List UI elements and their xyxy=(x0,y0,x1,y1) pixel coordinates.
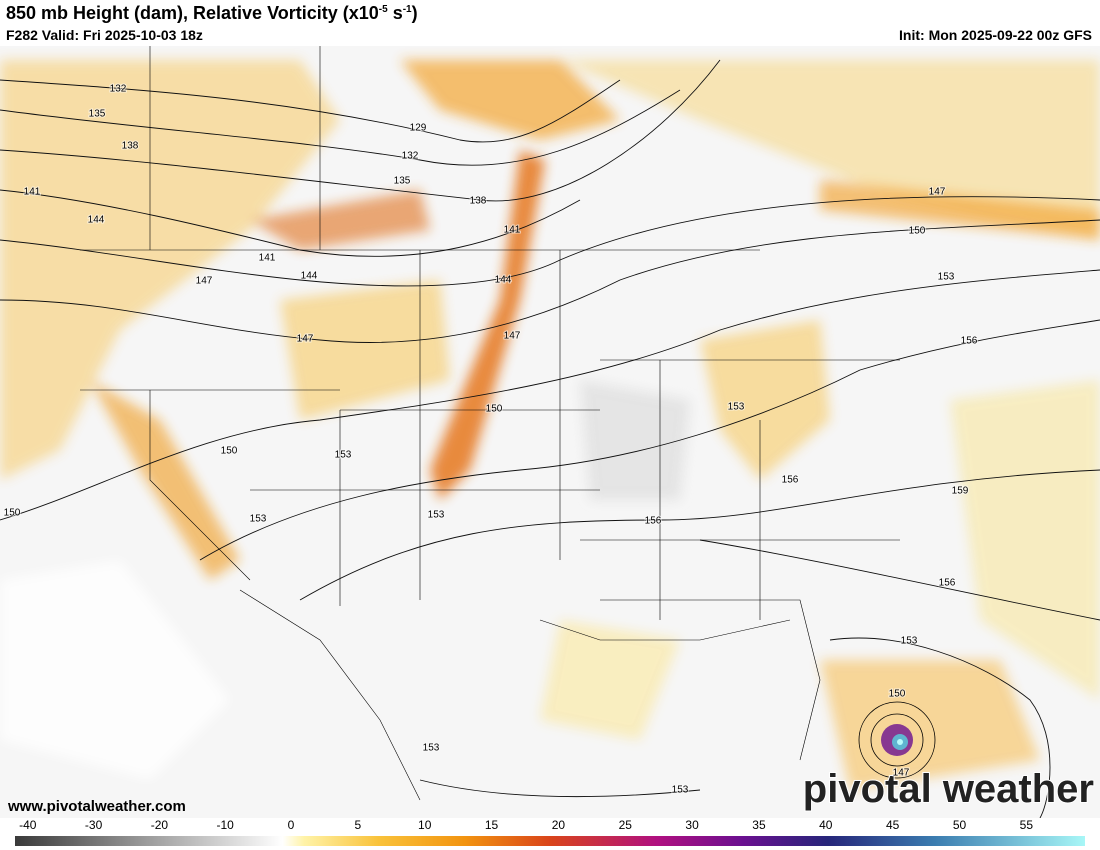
contour-label: 147 xyxy=(297,334,314,345)
contour-label: 150 xyxy=(909,226,926,237)
colorbar xyxy=(15,836,1085,846)
vorticity-field xyxy=(0,60,1100,790)
colorbar-label: 20 xyxy=(552,818,566,832)
contour-label: 150 xyxy=(889,689,906,700)
contour-label: 132 xyxy=(110,84,127,95)
contour-label: 153 xyxy=(335,450,352,461)
contour-label: 138 xyxy=(122,141,139,152)
contour-label: 153 xyxy=(428,510,445,521)
contour-label: 129 xyxy=(410,123,427,134)
colorbar-label: 30 xyxy=(685,818,699,832)
contour-label: 156 xyxy=(939,578,956,589)
colorbar-label: -30 xyxy=(85,818,103,832)
init-time: Init: Mon 2025-09-22 00z GFS xyxy=(899,27,1092,43)
colorbar-label: -10 xyxy=(217,818,235,832)
title-sup: -1 xyxy=(402,4,412,15)
contour-label: 159 xyxy=(952,486,969,497)
contour-label: 144 xyxy=(301,271,318,282)
contour-label: 156 xyxy=(782,475,799,486)
colorbar-label: 10 xyxy=(418,818,432,832)
contour-label: 153 xyxy=(250,514,267,525)
contour-label: 153 xyxy=(901,636,918,647)
colorbar-label: -20 xyxy=(151,818,169,832)
title-text: s xyxy=(387,3,403,23)
contour-label: 135 xyxy=(394,176,411,187)
contour-label: 144 xyxy=(495,275,512,286)
contour-label: 147 xyxy=(504,331,521,342)
colorbar-label: 50 xyxy=(953,818,967,832)
contour-label: 144 xyxy=(88,215,105,226)
contour-label: 156 xyxy=(961,336,978,347)
colorbar-label: 5 xyxy=(355,818,362,832)
contour-label: 153 xyxy=(938,272,955,283)
contour-label: 147 xyxy=(929,187,946,198)
colorbar-label: 55 xyxy=(1020,818,1034,832)
contour-label: 147 xyxy=(196,276,213,287)
contour-label: 138 xyxy=(470,196,487,207)
title-text: ) xyxy=(411,3,418,23)
contour-label: 141 xyxy=(259,253,276,264)
colorbar-label: 35 xyxy=(752,818,766,832)
colorbar-label: 45 xyxy=(886,818,900,832)
contour-label: 150 xyxy=(221,446,238,457)
colorbar-label: 0 xyxy=(288,818,295,832)
contour-label: 135 xyxy=(89,109,106,120)
colorbar-label: -40 xyxy=(19,818,37,832)
title-sup: -5 xyxy=(378,4,388,15)
contour-label: 153 xyxy=(672,785,689,796)
cyclone xyxy=(858,701,936,779)
valid-time: F282 Valid: Fri 2025-10-03 18z xyxy=(6,27,203,43)
colorbar-label: 15 xyxy=(485,818,499,832)
contour-label: 153 xyxy=(728,402,745,413)
contour-label: 147 xyxy=(893,768,910,779)
colorbar-label: 40 xyxy=(819,818,833,832)
contour-label: 141 xyxy=(24,187,41,198)
contour-label: 153 xyxy=(423,743,440,754)
contour-label: 150 xyxy=(4,508,21,519)
contour-label: 141 xyxy=(504,225,521,236)
title-text: 850 mb Height (dam), Relative Vorticity … xyxy=(6,3,379,23)
contour-label: 156 xyxy=(645,516,662,527)
boundaries xyxy=(80,46,900,801)
colorbar-label: 25 xyxy=(619,818,633,832)
contour-label: 132 xyxy=(402,151,419,162)
contour-label: 150 xyxy=(486,404,503,415)
title: 850 mb Height (dam), Relative Vorticity … xyxy=(6,3,418,24)
height-contours xyxy=(0,59,1100,819)
watermark: pivotal weather xyxy=(803,767,1094,811)
website: www.pivotalweather.com xyxy=(7,798,186,815)
